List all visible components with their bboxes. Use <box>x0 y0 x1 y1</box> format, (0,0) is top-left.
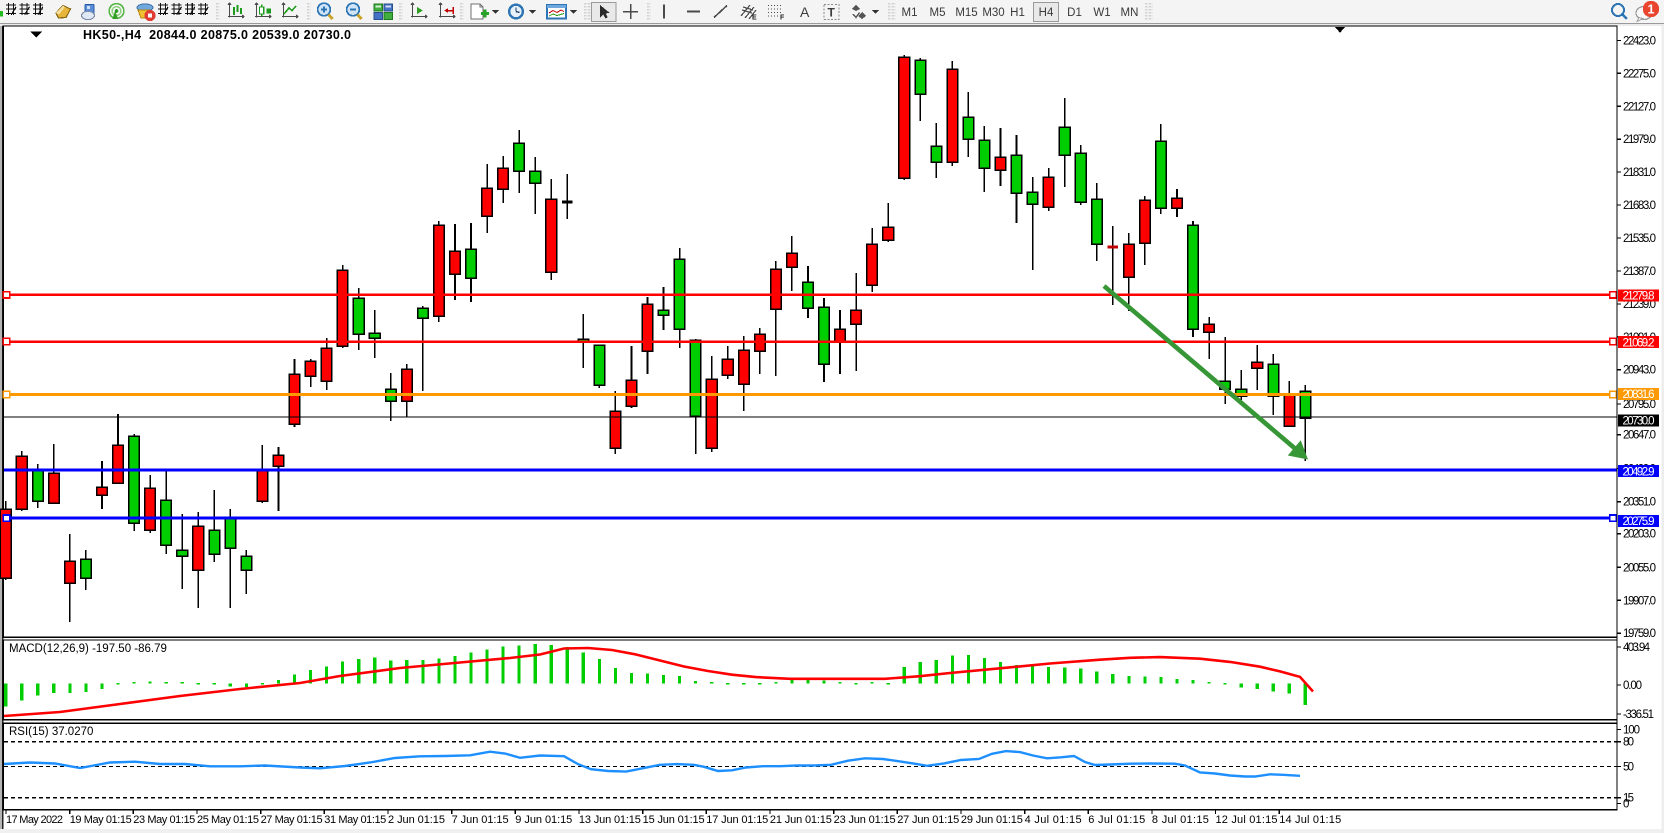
svg-text:F: F <box>780 15 785 22</box>
svg-text:23 Jun 01:15: 23 Jun 01:15 <box>834 814 896 826</box>
svg-text:14 Jul 01:15: 14 Jul 01:15 <box>1279 814 1341 826</box>
svg-text:100: 100 <box>1623 725 1640 737</box>
svg-text:M30: M30 <box>982 7 1004 19</box>
svg-text:A: A <box>800 4 810 20</box>
svg-text:RSI(15) 37.0270: RSI(15) 37.0270 <box>9 726 93 738</box>
svg-text:27 May 01:15: 27 May 01:15 <box>261 814 323 826</box>
svg-text:17 May 2022: 17 May 2022 <box>6 814 63 826</box>
svg-text:M1: M1 <box>902 7 918 19</box>
svg-text:E: E <box>752 15 757 22</box>
svg-text:20275.9: 20275.9 <box>1623 516 1655 528</box>
svg-text:25 May 01:15: 25 May 01:15 <box>197 814 259 826</box>
svg-text:21279.8: 21279.8 <box>1623 291 1655 303</box>
svg-text:W1: W1 <box>1093 7 1110 19</box>
svg-text:D1: D1 <box>1067 7 1082 19</box>
svg-text:1: 1 <box>1648 3 1655 17</box>
svg-text:H1: H1 <box>1010 7 1025 19</box>
svg-text:20831.6: 20831.6 <box>1623 389 1655 401</box>
svg-text:13 Jun 01:15: 13 Jun 01:15 <box>579 814 641 826</box>
svg-text:21387.0: 21387.0 <box>1623 266 1656 278</box>
svg-text:21239.0: 21239.0 <box>1623 299 1656 311</box>
svg-text:21831.0: 21831.0 <box>1623 167 1656 179</box>
svg-text:12 Jul 01:15: 12 Jul 01:15 <box>1216 814 1278 826</box>
svg-text:19 May 01:15: 19 May 01:15 <box>70 814 132 826</box>
svg-text:22423.0: 22423.0 <box>1623 35 1656 47</box>
svg-text:20647.0: 20647.0 <box>1623 430 1656 442</box>
svg-text:31 May 01:15: 31 May 01:15 <box>324 814 386 826</box>
svg-text:MN: MN <box>1121 7 1139 19</box>
svg-text:20351.0: 20351.0 <box>1623 497 1656 509</box>
svg-text:M15: M15 <box>955 7 977 19</box>
svg-text:15 Jun 01:15: 15 Jun 01:15 <box>643 814 705 826</box>
svg-text:21535.0: 21535.0 <box>1623 233 1656 245</box>
svg-text:20203.0: 20203.0 <box>1623 529 1656 541</box>
svg-text:19907.0: 19907.0 <box>1623 595 1656 607</box>
svg-text:403.94: 403.94 <box>1623 642 1651 654</box>
svg-text:0.00: 0.00 <box>1623 680 1642 692</box>
svg-text:23 May 01:15: 23 May 01:15 <box>133 814 195 826</box>
svg-text:21979.0: 21979.0 <box>1623 134 1656 146</box>
svg-text:HK50-,H4 20844.0 20875.0 2053: HK50-,H4 20844.0 20875.0 20539.0 20730.0 <box>83 28 351 42</box>
svg-text:T: T <box>828 6 836 20</box>
svg-text:27 Jun 01:15: 27 Jun 01:15 <box>897 814 959 826</box>
svg-text:19759.0: 19759.0 <box>1623 628 1656 640</box>
svg-text:22275.0: 22275.0 <box>1623 68 1656 80</box>
svg-text:20795.0: 20795.0 <box>1623 399 1656 411</box>
svg-text:22127.0: 22127.0 <box>1623 101 1656 113</box>
svg-text:17 Jun 01:15: 17 Jun 01:15 <box>706 814 768 826</box>
svg-text:21 Jun 01:15: 21 Jun 01:15 <box>770 814 832 826</box>
svg-text:21069.2: 21069.2 <box>1623 337 1655 349</box>
svg-text:4 Jul 01:15: 4 Jul 01:15 <box>1025 814 1082 826</box>
svg-text:7 Jun 01:15: 7 Jun 01:15 <box>452 814 509 826</box>
svg-text:15: 15 <box>1623 793 1634 805</box>
svg-text:20730.0: 20730.0 <box>1623 416 1655 428</box>
svg-text:9 Jun 01:15: 9 Jun 01:15 <box>515 814 572 826</box>
svg-text:H4: H4 <box>1039 7 1054 19</box>
svg-text:21683.0: 21683.0 <box>1623 200 1656 212</box>
svg-text:0: 0 <box>1623 799 1629 811</box>
svg-text:6 Jul 01:15: 6 Jul 01:15 <box>1088 814 1145 826</box>
svg-text:20492.9: 20492.9 <box>1623 466 1655 478</box>
svg-text:M5: M5 <box>930 7 946 19</box>
svg-text:20943.0: 20943.0 <box>1623 365 1656 377</box>
svg-text:80: 80 <box>1623 737 1634 749</box>
svg-text:29 Jun 01:15: 29 Jun 01:15 <box>961 814 1023 826</box>
svg-text:MACD(12,26,9) -197.50 -86.79: MACD(12,26,9) -197.50 -86.79 <box>9 643 167 655</box>
svg-text:20055.0: 20055.0 <box>1623 562 1656 574</box>
svg-text:2 Jun 01:15: 2 Jun 01:15 <box>388 814 445 826</box>
svg-text:-336.51: -336.51 <box>1623 709 1654 721</box>
svg-text:8 Jul 01:15: 8 Jul 01:15 <box>1152 814 1209 826</box>
svg-text:50: 50 <box>1623 762 1634 774</box>
